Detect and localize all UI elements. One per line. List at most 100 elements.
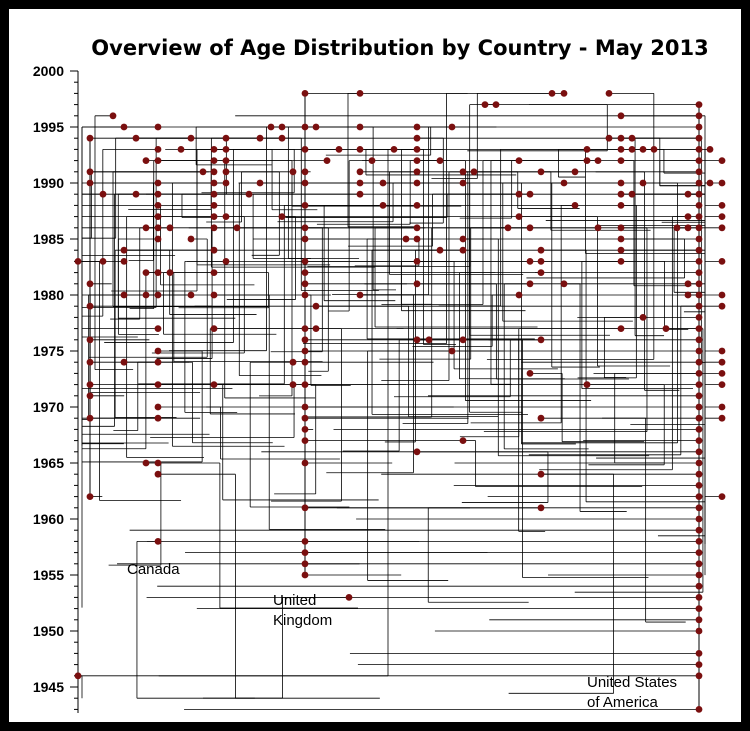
data-point bbox=[278, 123, 286, 131]
data-point-uk bbox=[301, 269, 309, 276]
data-point bbox=[109, 112, 117, 120]
data-point-canada bbox=[86, 358, 94, 366]
data-point bbox=[537, 269, 545, 276]
data-point-uk bbox=[301, 414, 309, 422]
y-tick-label: 1955 bbox=[33, 567, 64, 583]
data-point bbox=[413, 123, 421, 131]
data-point-usa bbox=[695, 224, 703, 232]
data-point bbox=[684, 224, 692, 232]
data-point-usa bbox=[695, 325, 703, 332]
data-point bbox=[639, 146, 647, 153]
data-point bbox=[537, 258, 545, 265]
data-point bbox=[278, 213, 286, 221]
data-point bbox=[583, 381, 591, 388]
data-point-usa bbox=[695, 650, 703, 657]
data-point bbox=[617, 258, 625, 265]
data-point-uk bbox=[301, 571, 309, 579]
data-point bbox=[222, 134, 230, 142]
data-point-usa bbox=[695, 549, 703, 556]
data-point-usa bbox=[695, 437, 703, 444]
data-point bbox=[154, 403, 162, 411]
data-point bbox=[356, 146, 364, 153]
data-point-uk bbox=[301, 381, 309, 388]
data-point-usa bbox=[695, 235, 703, 243]
chart-title: Overview of Age Distribution by Country … bbox=[91, 36, 708, 60]
data-point bbox=[199, 168, 207, 176]
data-point bbox=[718, 179, 726, 187]
data-point bbox=[210, 179, 218, 187]
data-point-usa bbox=[695, 661, 703, 668]
data-point-usa bbox=[695, 291, 703, 299]
data-point bbox=[718, 347, 726, 355]
data-point bbox=[154, 179, 162, 187]
data-point bbox=[526, 224, 534, 232]
data-point-usa bbox=[695, 482, 703, 489]
data-point bbox=[706, 146, 714, 153]
data-point bbox=[210, 269, 218, 276]
y-tick-label: 1975 bbox=[33, 343, 64, 359]
data-point bbox=[222, 157, 230, 165]
data-point bbox=[154, 538, 162, 545]
data-point bbox=[177, 146, 185, 153]
data-point-canada bbox=[86, 392, 94, 400]
data-point-usa bbox=[695, 269, 703, 276]
data-point bbox=[459, 168, 467, 176]
data-point bbox=[142, 459, 150, 467]
data-point bbox=[210, 190, 218, 198]
data-point bbox=[187, 235, 195, 243]
country-label-usa: United States bbox=[587, 674, 677, 691]
data-point-usa bbox=[695, 123, 703, 131]
data-point-usa bbox=[695, 448, 703, 456]
data-point bbox=[413, 168, 421, 176]
data-point bbox=[560, 90, 568, 97]
data-point bbox=[537, 168, 545, 176]
data-point-usa bbox=[695, 538, 703, 545]
data-point bbox=[628, 146, 636, 153]
data-point-usa bbox=[695, 470, 703, 478]
data-point bbox=[120, 291, 128, 299]
data-point-usa bbox=[695, 168, 703, 176]
data-point bbox=[356, 168, 364, 176]
data-point bbox=[120, 358, 128, 366]
data-point bbox=[718, 493, 726, 500]
data-point bbox=[560, 280, 568, 288]
data-point bbox=[222, 146, 230, 153]
data-point-canada bbox=[86, 414, 94, 422]
data-point bbox=[154, 347, 162, 355]
data-point-uk bbox=[301, 459, 309, 467]
data-point bbox=[210, 213, 218, 221]
data-point-usa bbox=[695, 314, 703, 321]
data-point bbox=[210, 168, 218, 176]
data-point-uk bbox=[301, 235, 309, 243]
data-point bbox=[481, 101, 489, 108]
data-point bbox=[120, 258, 128, 265]
data-point bbox=[356, 123, 364, 131]
data-point-uk bbox=[301, 258, 309, 265]
data-point-uk bbox=[301, 560, 309, 568]
data-point bbox=[548, 90, 556, 97]
data-point bbox=[120, 246, 128, 254]
data-point bbox=[210, 202, 218, 209]
data-point-uk bbox=[301, 179, 309, 187]
data-point bbox=[210, 325, 218, 332]
data-point bbox=[210, 381, 218, 388]
data-point-usa bbox=[695, 392, 703, 400]
data-point bbox=[628, 190, 636, 198]
data-point bbox=[233, 224, 241, 232]
data-point bbox=[718, 302, 726, 310]
data-point bbox=[718, 224, 726, 232]
data-point-usa bbox=[695, 605, 703, 612]
data-point-uk bbox=[301, 202, 309, 209]
data-point bbox=[459, 179, 467, 187]
data-point-canada bbox=[86, 179, 94, 187]
data-point bbox=[413, 224, 421, 232]
data-point-usa bbox=[695, 526, 703, 534]
data-point bbox=[379, 179, 387, 187]
data-point bbox=[142, 291, 150, 299]
data-point bbox=[74, 258, 82, 265]
y-tick-label: 1980 bbox=[33, 287, 64, 303]
data-point bbox=[526, 190, 534, 198]
data-point bbox=[617, 157, 625, 165]
data-point bbox=[718, 414, 726, 422]
